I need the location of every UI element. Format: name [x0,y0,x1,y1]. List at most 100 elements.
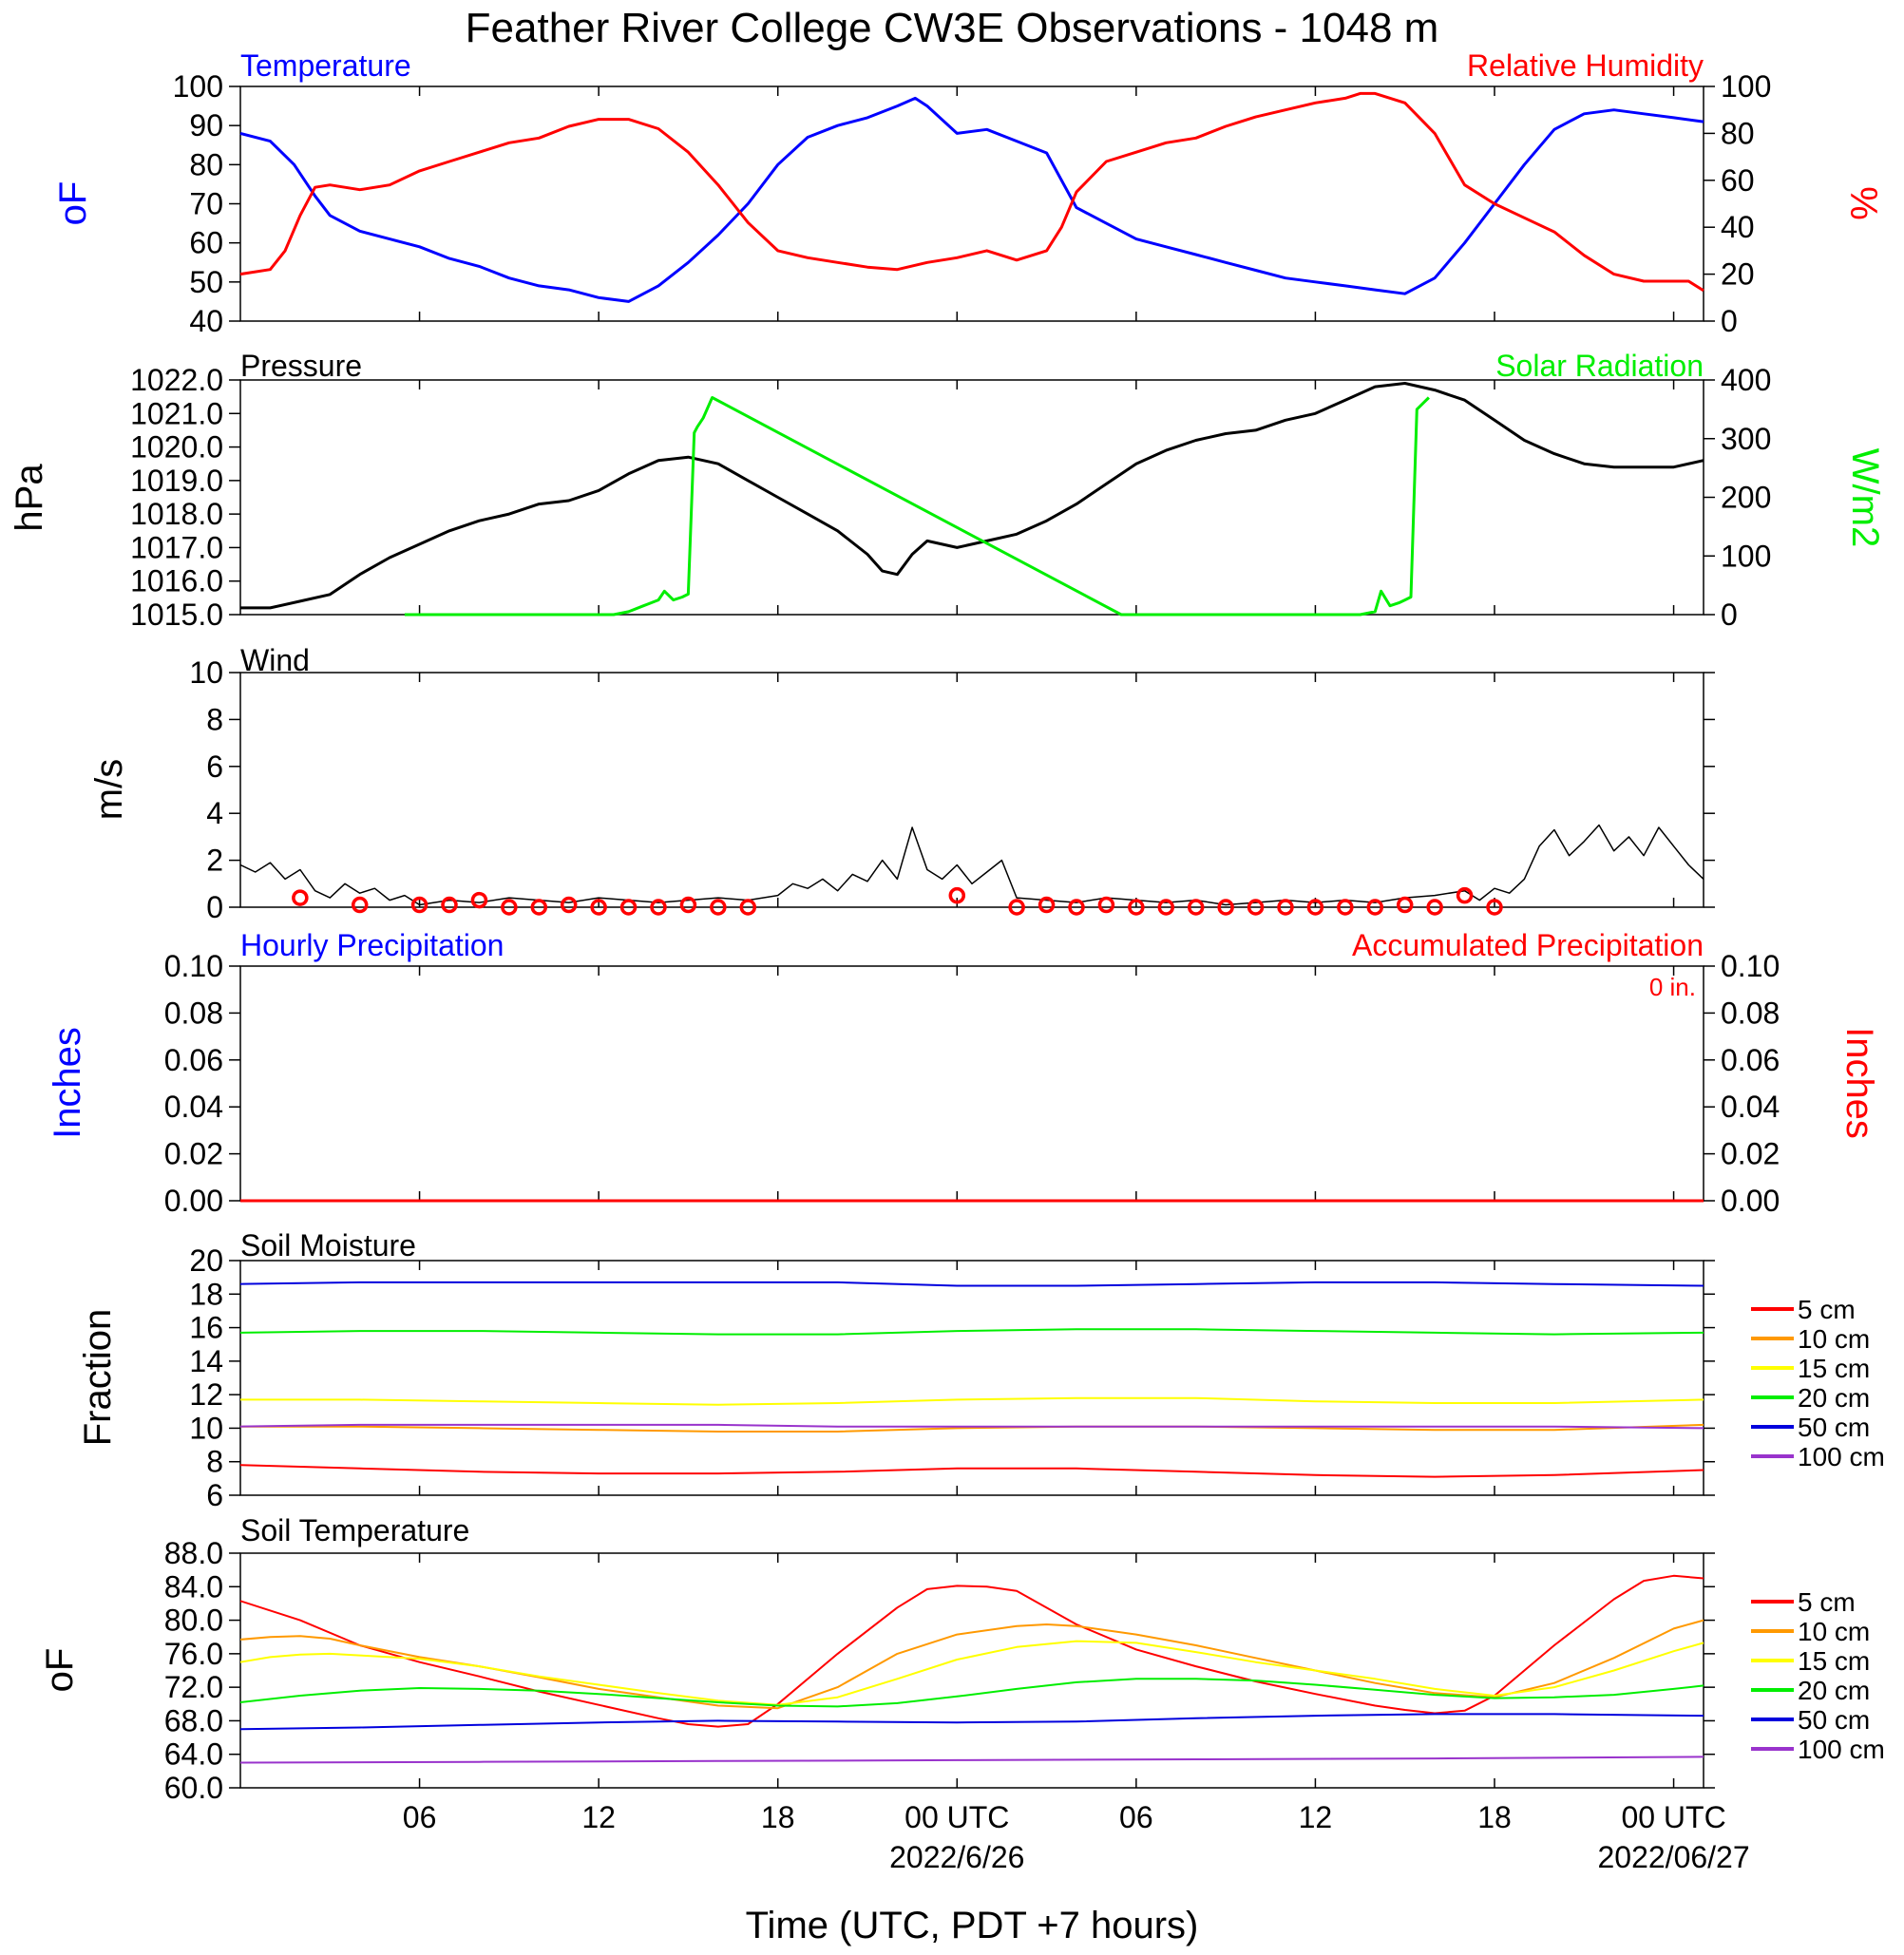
y-tick-label-right: 80 [1721,116,1755,150]
y-tick-label: 1019.0 [130,464,223,498]
wind-barb-point [1038,896,1056,914]
legend-label: 20 cm [1798,1676,1870,1705]
y-tick-label: 0 [206,890,223,924]
humidity-axis-label: % [1842,186,1884,220]
plot-frame [239,1552,1704,1789]
soil-moisture-title: Soil Moisture [240,1228,416,1262]
hourly-precip-title: Hourly Precipitation [240,928,504,962]
relative-humidity-line [239,91,1704,293]
soil-moisture-axis-label: Fraction [77,1309,119,1447]
wind-barb-point [441,896,458,914]
temperature-title: Temperature [240,48,411,83]
wind-barb-point [1128,899,1145,916]
temperature-line [239,96,1704,303]
15-cm-line [240,1396,1704,1406]
legend-label: 10 cm [1798,1324,1870,1354]
y-tick-label: 80.0 [164,1604,223,1638]
x-tick-label: 06 [1119,1800,1153,1834]
y-tick-label: 18 [189,1277,223,1311]
y-tick-label-right: 20 [1721,257,1755,292]
wind-barb-point [1396,896,1414,914]
wind-barb-point [501,899,518,916]
wind-barb-point [1337,899,1354,916]
y-tick-label: 90 [189,108,223,142]
pressure-axis-label: hPa [9,464,50,532]
accum-precip-total: 0 in. [1649,973,1696,1001]
wind-barb-point [351,896,369,914]
wind-barb-point [1247,899,1265,916]
legend-label: 15 cm [1798,1646,1870,1676]
pressure-solar-panel: Pressure Solar Radiation hPa W/m2 1015.0… [9,349,1886,632]
y-tick-label: 20 [189,1243,223,1278]
y-tick-label: 68.0 [164,1703,223,1737]
y-tick-label: 0.04 [164,1090,223,1124]
x-tick-label: 12 [1299,1800,1333,1834]
y-tick-label: 100 [173,69,223,104]
y-tick-label: 14 [189,1344,223,1378]
y-tick-label: 2 [206,844,223,878]
wind-barb-point [530,899,548,916]
50-cm-line [239,1281,1704,1287]
time-axis: 06 12 18 00 UTC 2022/6/26 06 12 18 00 UTC 2022/06… [403,1800,1750,1874]
y-tick-label-right: 0.08 [1721,996,1780,1030]
wind-barb-point [710,899,727,916]
x-tick-label: 18 [1477,1800,1512,1834]
wind-barb-point [470,891,488,909]
solar-axis-label: W/m2 [1844,448,1886,547]
y-tick-label: 10 [189,655,223,690]
x-tick-label: 00 UTC [904,1800,1009,1834]
y-tick-label-right: 0.10 [1721,949,1780,983]
y-tick-label: 1018.0 [130,497,223,531]
y-tick-label: 76.0 [164,1637,223,1671]
x-tick-label: 06 [403,1800,437,1834]
y-tick-label-right: 40 [1721,210,1755,244]
y-tick-label: 6 [206,1478,223,1512]
y-tick-label-right: 0 [1721,304,1738,338]
legend-label: 50 cm [1798,1705,1870,1735]
wind-barb-point [1486,899,1503,916]
50-cm-line [239,1713,1704,1731]
figure-title: Feather River College CW3E Observations … [466,5,1439,51]
y-tick-label: 60.0 [164,1771,223,1805]
wind-barb-point [1456,886,1474,904]
y-tick-label: 70 [189,187,223,221]
y-tick-label: 0.00 [164,1184,223,1218]
y-tick-label-right: 0 [1721,598,1738,632]
y-tick-label-right: 100 [1721,539,1771,573]
100-cm-line [239,1423,1704,1430]
legend-label: 15 cm [1798,1354,1870,1383]
plot-frame [239,85,1704,322]
y-tick-label: 0.02 [164,1137,223,1171]
y-tick-label: 0.08 [164,996,223,1030]
wind-barb-point [739,899,757,916]
x-tick-label: 18 [761,1800,795,1834]
y-tick-label: 1016.0 [130,564,223,598]
pressure-line [240,382,1704,610]
wind-barb-point [1277,899,1294,916]
legend-label: 5 cm [1798,1295,1856,1324]
wind-barb-point [1187,899,1205,916]
wind-barb-point [650,899,667,916]
y-tick-label: 64.0 [164,1737,223,1772]
wind-title: Wind [240,643,310,677]
5-cm-line [239,1464,1704,1478]
wind-panel: Wind m/s 0 2 4 6 8 10 [88,643,1715,924]
y-tick-label: 1015.0 [130,598,223,632]
plot-frame [239,1260,1704,1496]
precipitation-panel: Hourly Precipitation Accumulated Precipi… [47,928,1880,1218]
15-cm-line [239,1640,1704,1706]
x-axis-label: Time (UTC, PDT +7 hours) [746,1905,1199,1946]
temperature-humidity-panel: Temperature Relative Humidity oF % 40 50 6… [52,48,1884,338]
wind-barb-point [1157,899,1175,916]
wind-barb-point [560,896,578,914]
y-tick-label: 0.06 [164,1043,223,1077]
legend-label: 50 cm [1798,1413,1870,1442]
y-tick-label: 10 [189,1411,223,1445]
y-tick-label: 8 [206,1445,223,1479]
y-tick-label: 1021.0 [130,396,223,430]
temperature-axis-label: oF [52,181,94,226]
wind-barb-point [948,886,966,904]
